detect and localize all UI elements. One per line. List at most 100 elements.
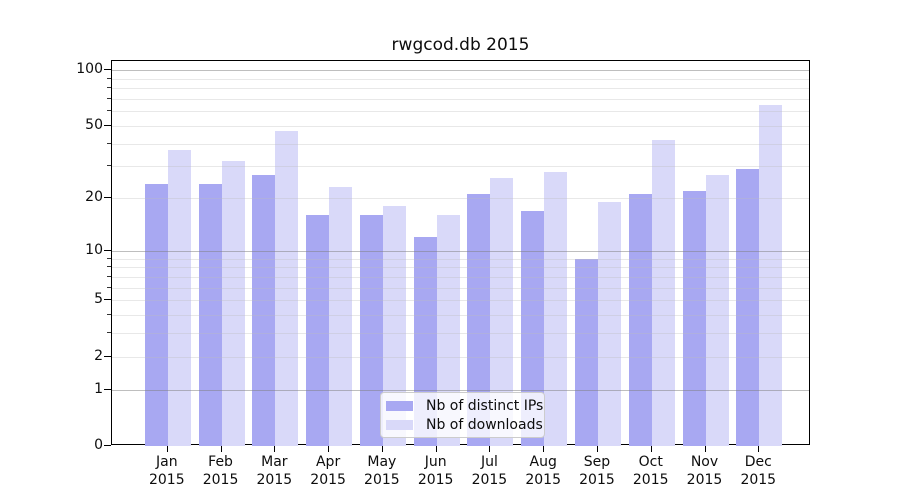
- ytick-minor-mark-4: [107, 313, 111, 315]
- xtick-label-mar: Mar 2015: [256, 454, 293, 488]
- xtick-mark-mar: [274, 445, 276, 452]
- ytick-mark-10: [104, 249, 111, 251]
- bar-jul-distinct-ips: [467, 194, 491, 446]
- chart-title: rwgcod.db 2015: [391, 35, 530, 55]
- xtick-mark-nov: [704, 445, 706, 452]
- xtick-label-feb: Feb 2015: [202, 454, 239, 488]
- gridline-2: [112, 356, 809, 358]
- gridline-3: [112, 333, 809, 335]
- gridline-9: [112, 258, 809, 260]
- ytick-minor-mark-9: [107, 257, 111, 259]
- xtick-label-jul: Jul 2015: [471, 454, 508, 488]
- bar-dec-distinct-ips: [736, 169, 760, 446]
- ytick-minor-mark-80: [107, 87, 111, 89]
- ytick-minor-mark-90: [107, 77, 111, 79]
- bar-feb-distinct-ips: [198, 183, 222, 446]
- gridline-8: [112, 267, 809, 269]
- xtick-mark-aug: [543, 445, 545, 452]
- bar-may-distinct-ips: [359, 215, 383, 446]
- ytick-minor-mark-3: [107, 332, 111, 334]
- bar-mar-distinct-ips: [252, 174, 276, 446]
- ytick-minor-mark-7: [107, 275, 111, 277]
- bar-sep-distinct-ips: [574, 258, 598, 446]
- gridline-20: [112, 198, 809, 200]
- xtick-label-jun: Jun 2015: [417, 454, 454, 488]
- bar-jul-downloads: [490, 177, 514, 446]
- xtick-mark-dec: [758, 445, 760, 452]
- ytick-label-1: 1: [94, 380, 103, 397]
- ytick-minor-mark-6: [107, 286, 111, 288]
- gridline-60: [112, 111, 809, 113]
- ytick-mark-5: [104, 299, 111, 301]
- legend-swatch-downloads: [386, 419, 413, 430]
- bar-jan-downloads: [167, 149, 191, 446]
- legend-label-distinct-ips: Nb of distinct IPs: [426, 397, 544, 414]
- bar-jan-distinct-ips: [144, 183, 168, 446]
- gridline-100: [112, 70, 809, 72]
- xtick-label-aug: Aug 2015: [525, 454, 561, 488]
- ytick-minor-mark-8: [107, 266, 111, 268]
- xtick-label-may: May 2015: [364, 454, 400, 488]
- gridline-1: [112, 389, 809, 391]
- ytick-minor-mark-30: [107, 165, 111, 167]
- bar-nov-downloads: [705, 174, 729, 446]
- bar-sep-downloads: [597, 202, 621, 446]
- ytick-label-100: 100: [76, 61, 103, 78]
- bar-mar-downloads: [275, 130, 299, 446]
- ytick-label-5: 5: [94, 291, 103, 308]
- gridline-5: [112, 300, 809, 302]
- bar-apr-downloads: [329, 187, 353, 446]
- xtick-mark-oct: [650, 445, 652, 452]
- legend-item-downloads: Nb of downloads: [386, 416, 544, 433]
- xtick-mark-jul: [489, 445, 491, 452]
- plot-area: [111, 60, 810, 446]
- xtick-label-dec: Dec 2015: [740, 454, 777, 488]
- legend: Nb of distinct IPs Nb of downloads: [380, 392, 545, 438]
- bar-oct-downloads: [651, 139, 675, 446]
- gridline-70: [112, 99, 809, 101]
- ytick-label-20: 20: [85, 189, 103, 206]
- ytick-mark-100: [104, 69, 111, 71]
- bar-dec-downloads: [759, 104, 783, 446]
- legend-label-downloads: Nb of downloads: [426, 416, 543, 433]
- legend-swatch-distinct-ips: [386, 400, 413, 411]
- gridline-4: [112, 314, 809, 316]
- xtick-mark-apr: [328, 445, 330, 452]
- ytick-label-2: 2: [94, 347, 103, 364]
- legend-item-distinct-ips: Nb of distinct IPs: [386, 397, 544, 414]
- gridline-6: [112, 287, 809, 289]
- xtick-mark-sep: [596, 445, 598, 452]
- ytick-mark-2: [104, 355, 111, 357]
- bar-nov-distinct-ips: [682, 190, 706, 446]
- ytick-label-0: 0: [94, 437, 103, 453]
- gridline-80: [112, 88, 809, 90]
- ytick-mark-1: [104, 388, 111, 390]
- xtick-label-apr: Apr 2015: [310, 454, 346, 488]
- ytick-minor-mark-40: [107, 142, 111, 144]
- xtick-mark-jan: [166, 445, 168, 452]
- xtick-label-oct: Oct 2015: [632, 454, 669, 488]
- gridline-50: [112, 125, 809, 127]
- gridline-40: [112, 143, 809, 145]
- gridline-7: [112, 276, 809, 278]
- xtick-mark-may: [381, 445, 383, 452]
- bar-may-downloads: [382, 206, 406, 446]
- ytick-mark-0: [104, 445, 111, 446]
- xtick-label-nov: Nov 2015: [686, 454, 723, 488]
- ytick-minor-mark-70: [107, 98, 111, 100]
- ytick-mark-50: [104, 124, 111, 126]
- ytick-label-10: 10: [85, 241, 103, 258]
- ytick-minor-mark-60: [107, 110, 111, 112]
- ytick-mark-20: [104, 197, 111, 199]
- xtick-label-jan: Jan 2015: [148, 454, 185, 488]
- bar-feb-downloads: [221, 161, 245, 446]
- bar-oct-distinct-ips: [628, 194, 652, 446]
- bar-apr-distinct-ips: [306, 215, 330, 446]
- xtick-label-sep: Sep 2015: [579, 454, 615, 488]
- ytick-label-50: 50: [85, 116, 103, 133]
- xtick-mark-jun: [435, 445, 437, 452]
- gridline-30: [112, 166, 809, 168]
- gridline-10: [112, 250, 809, 252]
- bar-jun-downloads: [436, 215, 460, 446]
